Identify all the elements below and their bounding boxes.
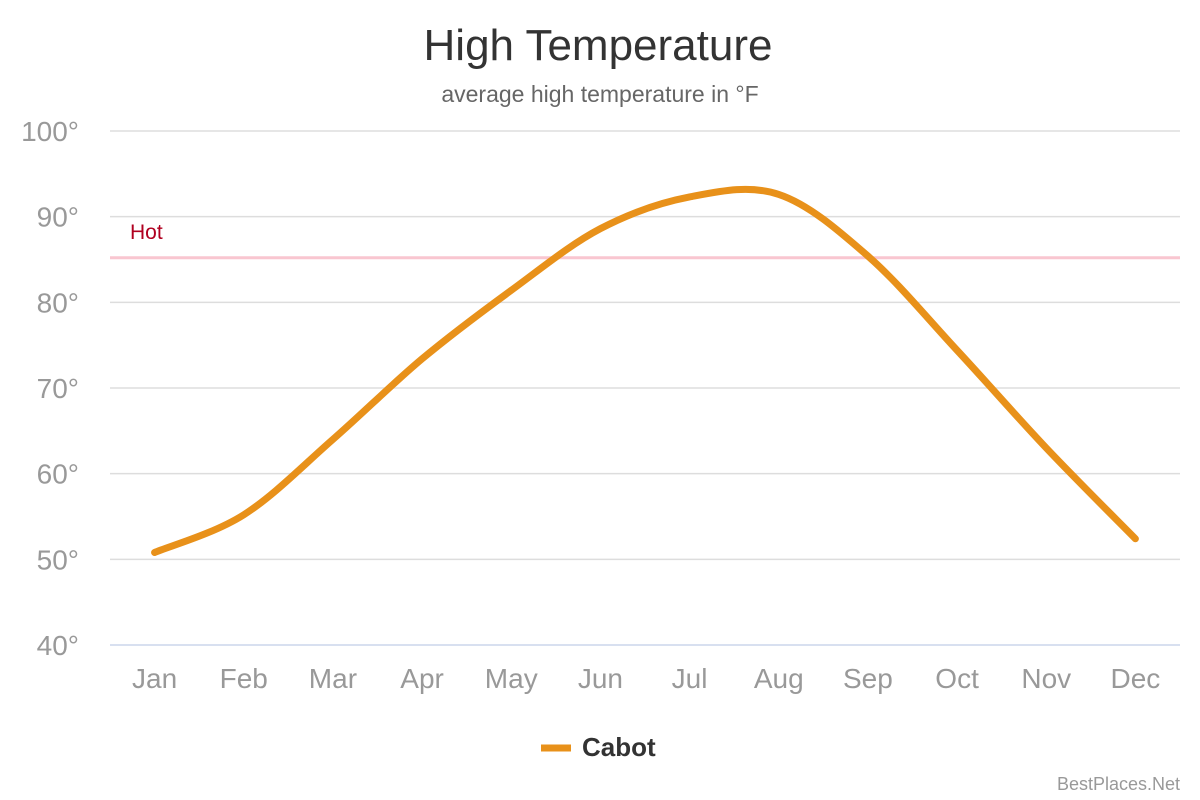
data-point-may[interactable] — [508, 287, 515, 294]
data-point-sep[interactable] — [864, 253, 871, 260]
data-point-feb[interactable] — [240, 511, 247, 518]
y-tick-label: 90° — [37, 202, 79, 233]
data-point-aug[interactable] — [775, 191, 782, 198]
x-tick-label: Nov — [1021, 663, 1071, 694]
series-line-cabot[interactable] — [151, 185, 1139, 556]
y-axis-ticks: 40° 50° 60° 70° 80° 90° 100° — [21, 116, 79, 661]
y-tick-label: 70° — [37, 373, 79, 404]
x-tick-label: Aug — [754, 663, 804, 694]
x-tick-label: Mar — [309, 663, 357, 694]
x-tick-label: Oct — [935, 663, 979, 694]
x-axis-ticks: Jan Feb Mar Apr May Jun Jul Aug Sep Oct Nov Dec — [132, 663, 1160, 694]
data-point-apr[interactable] — [419, 355, 426, 362]
y-tick-label: 40° — [37, 630, 79, 661]
credit-label: BestPlaces.Net — [1057, 774, 1180, 794]
legend[interactable]: Cabot — [541, 732, 656, 762]
gridlines — [110, 130, 1180, 646]
y-tick-label: 80° — [37, 287, 79, 318]
data-point-jan[interactable] — [151, 549, 158, 556]
chart-subtitle: average high temperature in °F — [441, 81, 758, 107]
legend-label-cabot: Cabot — [582, 732, 656, 762]
chart-title: High Temperature — [424, 21, 773, 70]
x-tick-label: Jun — [578, 663, 623, 694]
data-point-jun[interactable] — [597, 225, 604, 232]
y-tick-label: 100° — [21, 116, 79, 147]
x-tick-label: Jul — [672, 663, 708, 694]
hot-threshold-label: Hot — [130, 221, 163, 244]
series-layer — [151, 185, 1139, 556]
x-tick-label: Sep — [843, 663, 893, 694]
data-point-jul[interactable] — [686, 193, 693, 200]
data-point-nov[interactable] — [1043, 444, 1050, 451]
y-tick-label: 50° — [37, 544, 79, 575]
x-tick-label: Jan — [132, 663, 177, 694]
data-point-mar[interactable] — [329, 436, 336, 443]
data-point-oct[interactable] — [954, 347, 961, 354]
x-tick-label: May — [485, 663, 538, 694]
x-tick-label: Apr — [400, 663, 444, 694]
y-tick-label: 60° — [37, 459, 79, 490]
data-point-dec[interactable] — [1132, 535, 1139, 542]
x-tick-label: Feb — [220, 663, 268, 694]
x-tick-label: Dec — [1111, 663, 1161, 694]
